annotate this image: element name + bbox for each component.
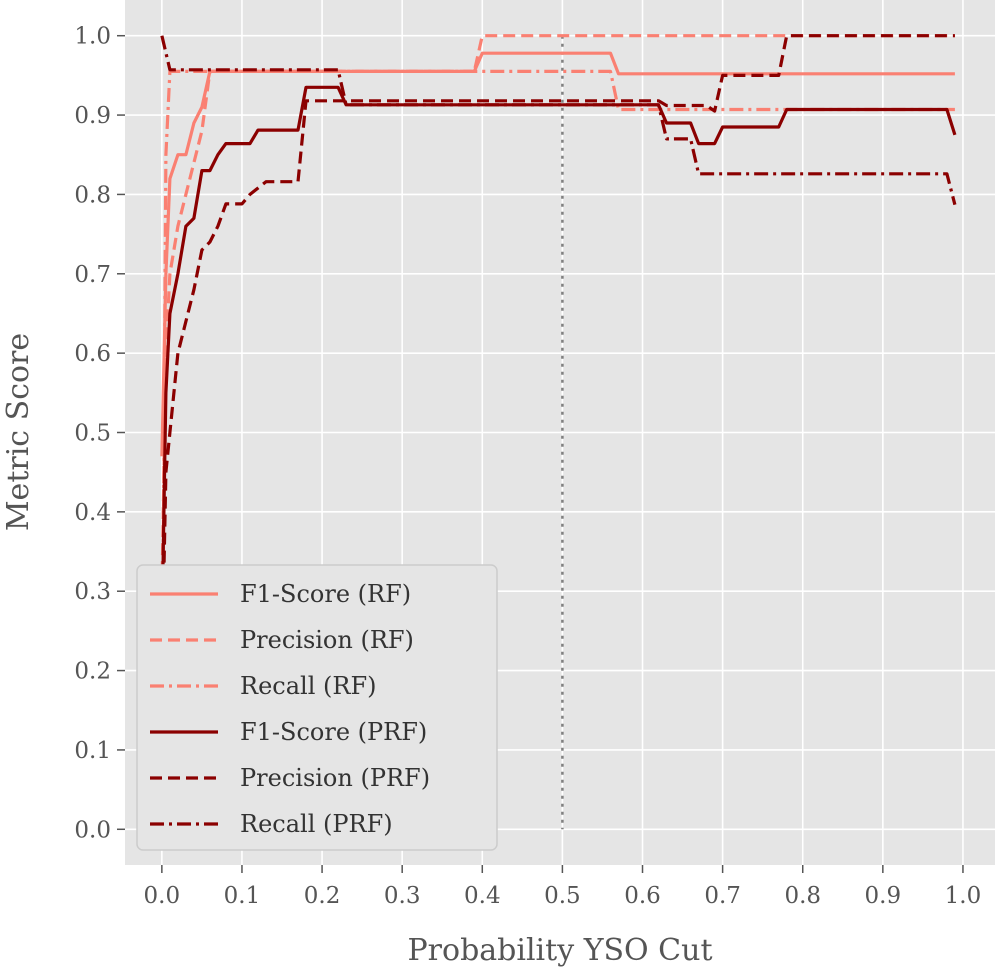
series-line-2 [160,69,955,750]
x-tick-label-2: 0.2 [304,883,341,909]
y-axis-ticks: 0.0 0.1 0.2 0.3 0.4 0.5 0.6 0.7 0.8 0.9 1.0 [74,24,125,843]
series-line-5 [160,35,957,206]
legend-label-1: Precision (RF) [240,626,414,654]
x-tick-label-8: 0.8 [784,883,821,909]
y-tick-label-5: 0.5 [74,421,111,447]
y-tick-label-8: 0.8 [74,182,111,208]
x-tick-label-7: 0.7 [704,883,741,909]
x-tick-label-3: 0.3 [384,883,421,909]
x-tick-label-5: 0.5 [544,883,581,909]
x-tick-label-10: 1.0 [945,883,982,909]
legend-label-3: F1-Score (PRF) [240,718,427,746]
series-line-4 [160,34,955,671]
y-tick-label-1: 0.1 [74,738,111,764]
legend-label-2: Recall (RF) [240,672,376,700]
series-line-3 [160,85,957,631]
legend-frame [136,564,498,851]
x-tick-label-4: 0.4 [464,883,501,909]
series-line-1 [160,34,955,592]
legend-label-5: Recall (PRF) [240,810,393,838]
x-tick-label-6: 0.6 [624,883,661,909]
x-tick-label-1: 0.1 [224,883,261,909]
y-tick-label-2: 0.2 [74,659,111,685]
y-tick-label-9: 0.9 [74,103,111,129]
y-tick-label-6: 0.6 [74,341,111,367]
y-tick-label-4: 0.4 [74,500,111,526]
series-line-0 [160,51,955,457]
x-tick-label-9: 0.9 [865,883,902,909]
y-tick-label-10: 1.0 [74,24,111,50]
y-axis-label: Metric Score [1,333,36,531]
x-axis-label: Probability YSO Cut [407,933,712,968]
y-tick-label-7: 0.7 [74,262,111,288]
y-tick-label-3: 0.3 [74,579,111,605]
y-tick-label-0: 0.0 [74,817,111,843]
series-group [160,34,957,750]
x-tick-label-0: 0.0 [144,883,181,909]
legend: F1-Score (RF) Precision (RF) Recall (RF) F1… [136,564,498,851]
legend-label-4: Precision (PRF) [240,764,430,792]
x-axis-ticks: 0.0 0.1 0.2 0.3 0.4 0.5 0.6 0.7 0.8 0.9 1.0 [144,865,982,909]
legend-label-0: F1-Score (RF) [240,580,411,608]
